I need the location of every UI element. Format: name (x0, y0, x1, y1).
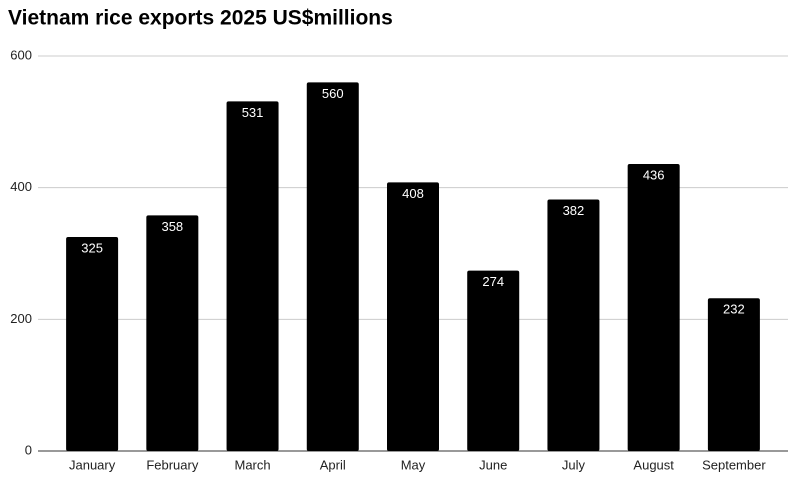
value-label: 408 (402, 186, 424, 201)
y-tick-label: 600 (10, 47, 32, 62)
bar (306, 82, 359, 451)
value-label: 325 (81, 240, 103, 255)
x-tick-label: April (320, 457, 346, 472)
bar (707, 298, 760, 451)
chart-title: Vietnam rice exports 2025 US$millions (8, 7, 393, 30)
bar (387, 182, 439, 451)
bar (547, 199, 600, 451)
y-tick-label: 400 (10, 179, 32, 194)
value-label: 560 (322, 86, 344, 101)
value-label: 274 (482, 274, 504, 289)
bar (467, 270, 520, 451)
y-tick-label: 200 (10, 311, 32, 326)
x-tick-label: September (702, 457, 766, 472)
x-tick-label: July (562, 457, 586, 472)
value-label: 382 (563, 203, 585, 218)
x-tick-label: June (479, 457, 507, 472)
bar (66, 237, 119, 451)
value-label: 358 (161, 219, 183, 234)
x-tick-label: February (146, 457, 199, 472)
bar (627, 163, 680, 451)
x-tick-label: May (401, 457, 426, 472)
value-label: 531 (242, 105, 264, 120)
x-tick-label: January (69, 457, 116, 472)
value-label: 436 (643, 167, 665, 182)
y-tick-label: 0 (25, 442, 32, 457)
value-label: 232 (723, 302, 745, 317)
x-tick-label: March (234, 457, 270, 472)
bar (146, 215, 199, 451)
x-tick-label: August (633, 457, 674, 472)
bar (226, 101, 279, 452)
